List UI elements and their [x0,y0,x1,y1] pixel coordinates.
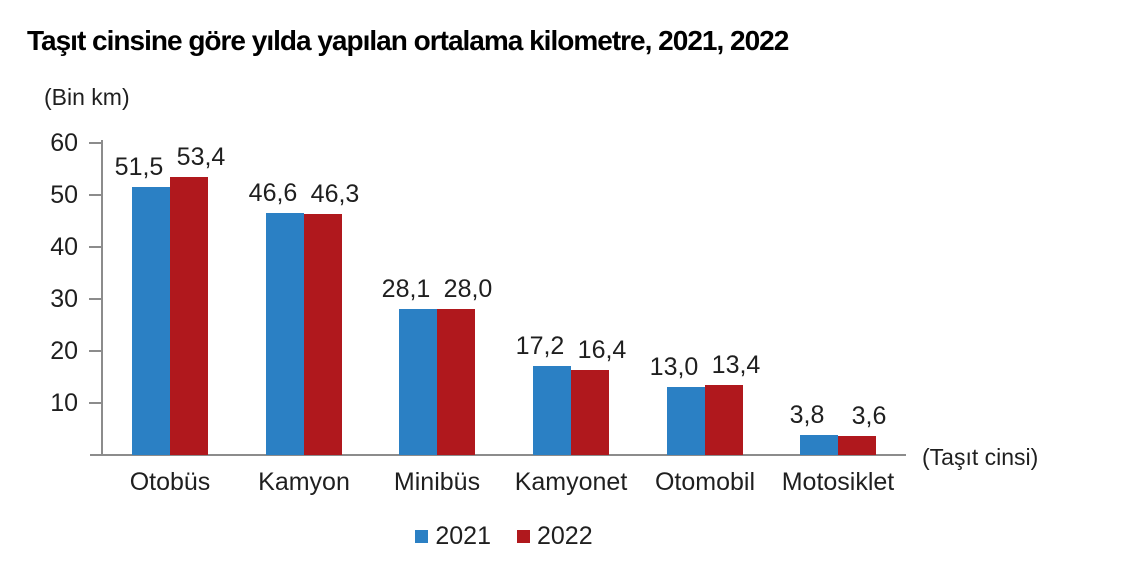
legend-item-2022: 2022 [517,524,593,549]
bar-2022-1 [304,214,342,455]
x-category-label: Kamyonet [514,468,628,496]
y-tick-label: 60 [50,129,78,157]
legend-item-2021: 2021 [415,524,491,549]
bar-2021-5 [800,435,838,455]
x-category-label: Otobüs [129,468,211,496]
plot-area: 51,5 53,4 46,6 46,3 28,1 28,0 17,2 16,4 13,0 13,4… [103,143,905,455]
bar-2022-2 [437,309,475,455]
bar-2022-3 [571,370,609,455]
bar-value-label: 13,0 [649,353,699,381]
y-tick-mark [89,350,102,352]
bar-2021-1 [266,213,304,455]
legend-swatch-icon [517,530,530,543]
bar-value-label: 3,8 [789,401,825,429]
bar-value-label: 13,4 [711,351,761,379]
x-category-label: Otomobil [654,468,756,496]
chart-title: Taşıt cinsine göre yılda yapılan ortalam… [27,25,789,56]
x-axis-line [90,454,906,456]
y-tick-label: 30 [50,285,78,313]
bar-value-label: 46,6 [248,179,298,207]
bar-value-label: 53,4 [176,143,226,171]
bar-2021-3 [533,366,571,455]
bar-2021-2 [399,309,437,455]
legend-label: 2022 [537,522,593,550]
bar-value-label: 28,0 [443,275,493,303]
y-tick-label: 20 [50,337,78,365]
legend-swatch-icon [415,530,429,543]
y-tick-mark [89,298,102,300]
y-axis-line [101,140,103,455]
bar-value-label: 46,3 [310,180,360,208]
x-category-label: Motosiklet [781,468,895,496]
legend-label: 2021 [435,522,491,550]
bar-2022-5 [838,436,876,455]
bar-value-label: 51,5 [114,153,164,181]
bar-2022-0 [170,177,208,455]
bar-value-label: 16,4 [577,336,627,364]
y-tick-mark [89,402,102,404]
y-tick-mark [89,246,102,248]
bar-2022-4 [705,385,743,455]
y-tick-mark [89,142,102,144]
x-category-label: Minibüs [393,468,481,496]
y-tick-label: 10 [50,389,78,417]
x-category-label: Kamyon [258,468,350,496]
bar-value-label: 17,2 [515,332,565,360]
bar-2021-4 [667,387,705,455]
bar-value-label: 3,6 [851,402,887,430]
y-axis-unit-label: (Bin km) [44,84,130,110]
y-tick-mark [89,194,102,196]
legend: 2021 2022 [103,524,905,549]
y-tick-label: 40 [50,233,78,261]
bar-value-label: 28,1 [381,275,431,303]
x-axis-label: (Taşıt cinsi) [922,444,1039,470]
y-tick-label: 50 [50,181,78,209]
bar-2021-0 [132,187,170,455]
